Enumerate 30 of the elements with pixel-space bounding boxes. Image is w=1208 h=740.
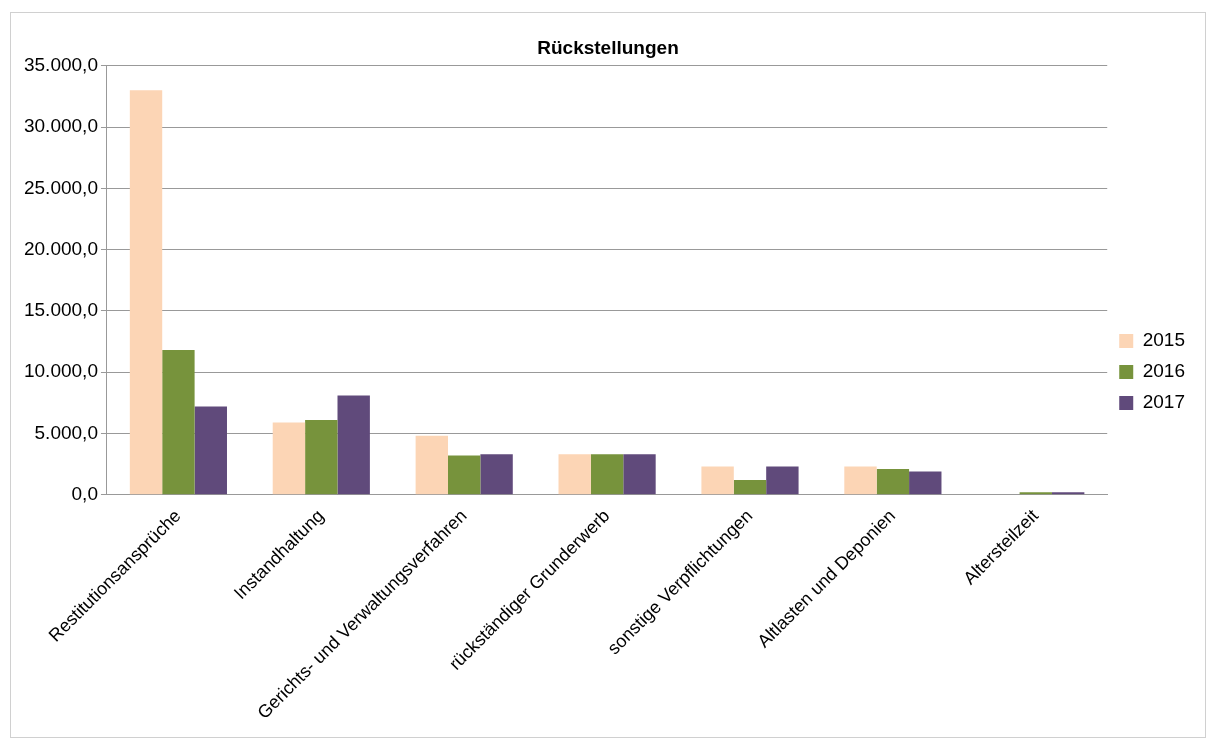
y-tick-label: 5.000,0 [34,421,98,443]
y-tick-label: 20.000,0 [23,237,98,259]
bar [558,454,591,495]
bar [480,454,513,495]
legend-label: 2015 [1142,329,1186,351]
bar [129,90,163,495]
bar [844,466,877,495]
y-tick-label: 10.000,0 [23,360,98,382]
y-tick-label: 0,0 [71,482,98,504]
bar [733,479,767,495]
bar [766,466,799,495]
bar [701,466,734,495]
bar [305,419,338,495]
bar [590,454,624,495]
bar [162,350,195,495]
bar [448,455,481,495]
bar [876,468,910,495]
bar [623,454,656,495]
y-tick-label: 30.000,0 [23,115,98,137]
y-tick-label: 25.000,0 [23,176,98,198]
bar [272,422,306,495]
bar [415,435,449,495]
bar [194,406,227,495]
chart-title: Rückstellungen [537,36,679,58]
y-tick-label: 15.000,0 [23,299,98,321]
y-tick-label: 35.000,0 [23,54,98,76]
legend-label: 2016 [1142,360,1186,382]
legend-label: 2017 [1142,391,1186,413]
bar [337,395,370,495]
bar [909,471,942,495]
